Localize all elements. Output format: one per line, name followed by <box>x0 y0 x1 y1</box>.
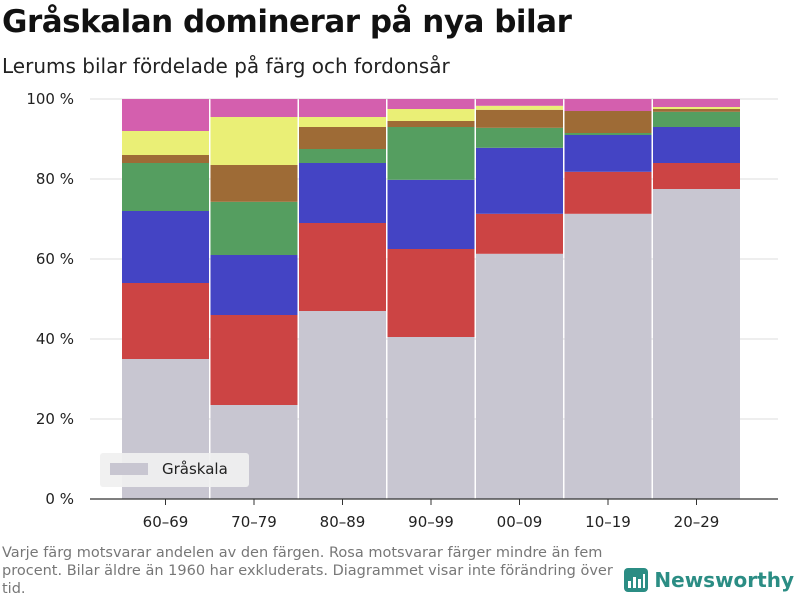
bar-segment-20–29-s5 <box>653 107 740 109</box>
legend-swatch <box>110 463 148 475</box>
newsworthy-logo-icon <box>624 568 649 592</box>
bar-segment-90–99-s0 <box>387 337 475 499</box>
bar-segment-90–99-s5 <box>387 109 475 121</box>
bar-segment-90–99-s2 <box>387 179 475 249</box>
y-tick-label: 40 % <box>36 330 74 348</box>
bar-segment-90–99-s6 <box>387 99 475 109</box>
y-axis: 0 % 20 % 40 % 60 % 80 % 100 % <box>26 90 74 508</box>
bar-segment-00–09-s6 <box>476 99 563 106</box>
y-tick-label: 80 % <box>36 170 74 188</box>
bar-segment-70–79-s2 <box>210 255 298 315</box>
bar-segment-20–29-s6 <box>653 99 740 107</box>
bar-segment-20–29-s3 <box>653 111 740 127</box>
chart-title: Gråskalan dominerar på nya bilar <box>2 4 572 40</box>
x-tick-label: 80–89 <box>320 513 366 531</box>
bar-segment-00–09-s4 <box>476 109 563 128</box>
bar-segment-60–69-s2 <box>122 211 209 283</box>
x-tick-label: 90–99 <box>408 513 454 531</box>
bar-segment-60–69-s4 <box>122 155 209 163</box>
bar-segment-70–79-s1 <box>210 315 298 405</box>
bar-segment-20–29-s1 <box>653 163 740 189</box>
x-tick-label: 20–29 <box>674 513 720 531</box>
legend-box <box>100 453 249 487</box>
bar-segment-10–19-s4 <box>564 111 652 133</box>
bar-segment-20–29-s4 <box>653 109 740 112</box>
footnote: Varje färg motsvarar andelen av den färg… <box>2 545 613 597</box>
bar-segment-70–79-s5 <box>210 117 298 165</box>
bar-segment-00–09-s2 <box>476 147 563 214</box>
bar-segment-90–99-s3 <box>387 127 475 180</box>
legend-label: Gråskala <box>162 460 228 478</box>
bar-segment-80–89-s1 <box>299 223 386 311</box>
bar-segment-10–19-s1 <box>564 171 652 214</box>
bar-segment-10–19-s3 <box>564 133 652 135</box>
x-tick-label: 00–09 <box>497 513 543 531</box>
bar-segment-00–09-s0 <box>476 253 563 499</box>
y-tick-label: 60 % <box>36 250 74 268</box>
bar-segment-60–69-s1 <box>122 283 209 359</box>
legend: Gråskala <box>100 453 249 487</box>
bar-segment-60–69-s5 <box>122 131 209 155</box>
bar-segment-60–69-s3 <box>122 163 209 211</box>
bar-segment-20–29-s2 <box>653 127 740 163</box>
bar-segment-00–09-s5 <box>476 105 563 110</box>
bar-segment-10–19-s0 <box>564 213 652 500</box>
x-tick-label: 70–79 <box>231 513 277 531</box>
brand-name: Newsworthy <box>654 568 794 592</box>
bar-segment-80–89-s0 <box>299 311 386 499</box>
bar-segment-10–19-s2 <box>564 135 652 172</box>
bars <box>122 99 740 500</box>
bar-segment-20–29-s0 <box>653 189 740 499</box>
y-tick-label: 20 % <box>36 410 74 428</box>
bar-segment-80–89-s5 <box>299 117 386 127</box>
bar-segment-10–19-s6 <box>564 99 652 111</box>
bar-segment-80–89-s4 <box>299 127 386 149</box>
bar-segment-70–79-s4 <box>210 165 298 202</box>
y-tick-label: 100 % <box>26 90 74 108</box>
bar-segment-90–99-s4 <box>387 121 475 127</box>
chart-subtitle: Lerums bilar fördelade på färg och fordo… <box>2 54 450 78</box>
x-axis: 60–69 70–79 80–89 90–99 00–09 10–19 20–29 <box>90 498 778 531</box>
stacked-bar-chart: 0 % 20 % 40 % 60 % 80 % 100 % 60–69 70–79 80–89… <box>26 90 778 531</box>
bar-segment-00–09-s1 <box>476 213 563 254</box>
x-tick-label: 10–19 <box>585 513 631 531</box>
bar-segment-00–09-s3 <box>476 127 563 148</box>
x-tick-label: 60–69 <box>143 513 189 531</box>
bar-segment-80–89-s6 <box>299 99 386 117</box>
bar-segment-80–89-s2 <box>299 163 386 223</box>
y-tick-label: 0 % <box>45 490 74 508</box>
bar-segment-70–79-s6 <box>210 99 298 117</box>
bar-segment-70–79-s3 <box>210 201 298 255</box>
brand-logo[interactable]: Newsworthy <box>624 568 794 592</box>
bar-segment-80–89-s3 <box>299 149 386 163</box>
bar-segment-60–69-s6 <box>122 99 209 131</box>
bar-segment-90–99-s1 <box>387 249 475 337</box>
